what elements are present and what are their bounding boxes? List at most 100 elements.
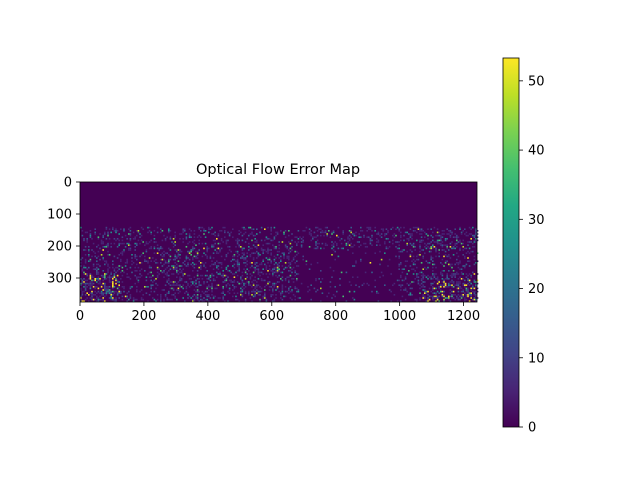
heatmap-cell	[465, 295, 468, 298]
heatmap-cell	[168, 292, 170, 294]
heatmap-cell	[284, 278, 287, 280]
heatmap-cell	[212, 233, 215, 235]
heatmap-cell	[238, 230, 240, 232]
heatmap-cell	[470, 233, 472, 235]
heatmap-cell	[441, 294, 444, 296]
heatmap-cell	[457, 273, 460, 275]
heatmap-cell	[428, 247, 431, 250]
heatmap-cell	[452, 273, 455, 275]
heatmap-cell	[288, 234, 290, 237]
heatmap-cell	[387, 230, 389, 232]
heatmap-cell	[369, 239, 372, 242]
heatmap-cell	[329, 281, 332, 283]
heatmap-cell	[115, 266, 117, 269]
heatmap-cell	[387, 231, 389, 234]
heatmap-cell	[475, 231, 477, 234]
heatmap-cell	[190, 263, 192, 266]
heatmap-cell	[465, 294, 468, 296]
heatmap-cell	[448, 297, 450, 299]
heatmap-cell	[288, 262, 290, 264]
heatmap-cell	[168, 247, 170, 250]
heatmap-cell	[435, 255, 437, 258]
heatmap-cell	[195, 297, 197, 299]
heatmap-cell	[188, 241, 191, 243]
heatmap-cell	[355, 231, 357, 234]
heatmap-cell	[342, 295, 344, 298]
heatmap-cell	[422, 255, 424, 258]
heatmap-cell	[241, 286, 244, 288]
heatmap-cell	[163, 300, 165, 302]
heatmap-cell	[454, 284, 456, 286]
heatmap-cell	[467, 290, 469, 293]
heatmap-cell	[254, 292, 256, 294]
heatmap-cell	[188, 228, 191, 230]
heatmap-cell	[347, 242, 349, 245]
heatmap-cell	[230, 281, 232, 283]
heatmap-cell	[342, 247, 344, 250]
heatmap-cell	[409, 287, 412, 290]
heatmap-cell	[427, 242, 429, 245]
heatmap-cell	[132, 238, 135, 240]
heatmap-cell	[272, 300, 274, 302]
heatmap-cell	[472, 287, 474, 290]
heatmap-cell	[472, 298, 474, 301]
heatmap-cell	[97, 290, 100, 293]
heatmap-cell	[224, 258, 226, 261]
heatmap-cell	[139, 233, 141, 235]
heatmap-cell	[163, 263, 165, 266]
heatmap-cell	[185, 265, 188, 267]
heatmap-cell	[262, 250, 264, 253]
heatmap-cell	[163, 298, 165, 301]
heatmap-cell	[406, 244, 408, 246]
heatmap-cell	[427, 294, 429, 296]
heatmap-cell	[472, 234, 474, 237]
heatmap-cell	[225, 286, 228, 288]
heatmap-cell	[244, 231, 247, 234]
heatmap-cell	[395, 241, 397, 243]
heatmap-cell	[443, 294, 445, 296]
heatmap-cell	[211, 260, 213, 262]
heatmap-cell	[168, 260, 170, 262]
heatmap-cell	[195, 263, 197, 266]
heatmap-cell	[476, 297, 479, 299]
heatmap-cell	[460, 294, 463, 296]
heatmap-cell	[340, 242, 343, 245]
heatmap-cell	[283, 295, 285, 298]
heatmap-cell	[236, 292, 239, 294]
heatmap-cell	[441, 233, 444, 235]
heatmap-cell	[443, 281, 445, 283]
heatmap-cell	[398, 241, 400, 243]
heatmap-cell	[281, 298, 284, 301]
heatmap-cell	[179, 250, 181, 253]
heatmap-cell	[172, 287, 175, 290]
heatmap-cell	[246, 255, 248, 258]
heatmap-cell	[198, 284, 200, 286]
heatmap-cell	[273, 271, 276, 274]
heatmap-cell	[164, 260, 167, 262]
heatmap-cell	[476, 282, 479, 285]
heatmap-cell	[438, 249, 440, 251]
heatmap-cell	[438, 234, 440, 237]
heatmap-cell	[204, 242, 207, 245]
heatmap-cell	[464, 300, 466, 302]
heatmap-cell	[296, 244, 298, 246]
heatmap-cell	[265, 257, 268, 259]
heatmap-cell	[472, 290, 474, 293]
heatmap-cell	[267, 247, 269, 250]
heatmap-cell	[297, 297, 300, 299]
heatmap-cell	[216, 271, 218, 274]
heatmap-cell	[204, 262, 207, 264]
heatmap-cell	[118, 281, 120, 283]
heatmap-cell	[265, 298, 268, 301]
heatmap-cell	[227, 290, 229, 293]
heatmap-cell	[273, 260, 276, 262]
heatmap-cell	[409, 265, 412, 267]
heatmap-cell	[188, 258, 191, 261]
heatmap-cell	[185, 286, 188, 288]
heatmap-cell	[475, 241, 477, 243]
heatmap-cell	[144, 258, 146, 261]
heatmap-cell	[142, 241, 144, 243]
heatmap-cell	[179, 278, 181, 280]
heatmap-cell	[164, 284, 167, 286]
